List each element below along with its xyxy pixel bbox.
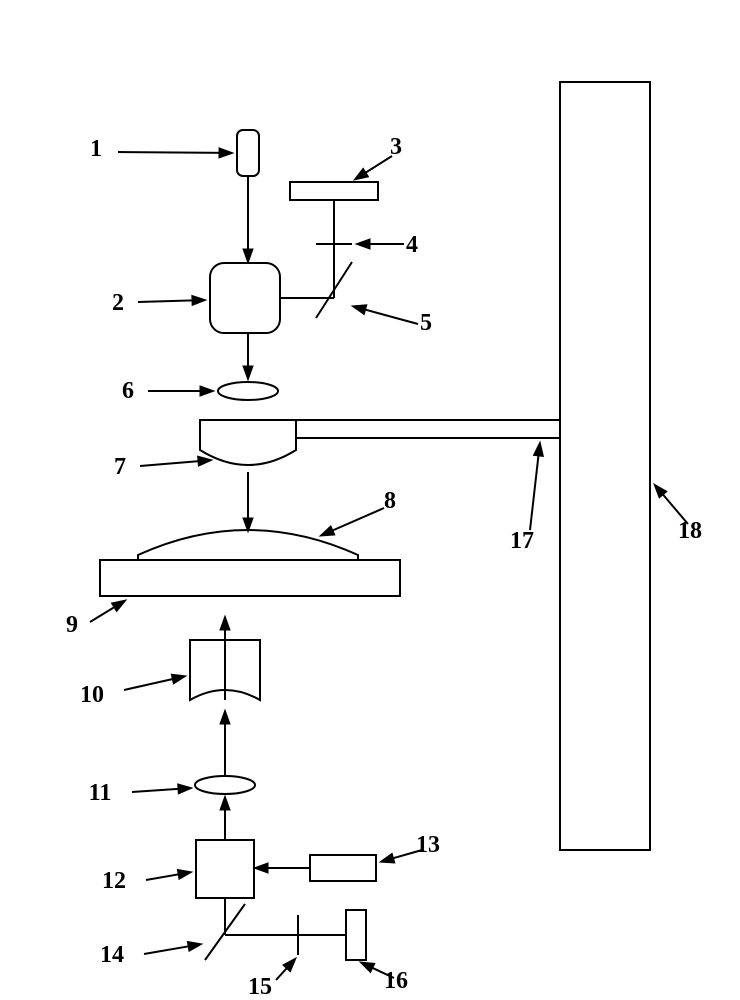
label-14: 14 [100, 942, 124, 968]
label-13: 13 [416, 832, 440, 858]
label-11: 11 [89, 780, 112, 806]
label-1: 1 [90, 136, 102, 162]
component-comp13 [310, 855, 376, 881]
label-17: 17 [510, 528, 534, 554]
label-15: 15 [248, 974, 272, 1000]
component-comp1 [237, 130, 259, 176]
label-5: 5 [420, 310, 432, 336]
component-arm17 [296, 420, 560, 438]
label-7: 7 [114, 454, 126, 480]
label-4: 4 [406, 232, 418, 258]
component-comp12 [196, 840, 254, 898]
component-comp9 [100, 560, 400, 596]
component-comp16 [346, 910, 366, 960]
component-comp2 [210, 263, 280, 333]
label-16: 16 [384, 968, 408, 994]
component-comp11 [195, 776, 255, 794]
label-6: 6 [122, 378, 134, 404]
label-10: 10 [80, 682, 104, 708]
component-comp6 [218, 382, 278, 400]
label-9: 9 [66, 612, 78, 638]
label-2: 2 [112, 290, 124, 316]
schematic-diagram: 134256781718910111312141516 [0, 0, 740, 1000]
label-3: 3 [390, 134, 402, 160]
label-12: 12 [102, 868, 126, 894]
component-comp7_body [200, 420, 296, 465]
label-8: 8 [384, 488, 396, 514]
component-comp3 [290, 182, 378, 200]
component-comp18 [560, 82, 650, 850]
label-18: 18 [678, 518, 702, 544]
